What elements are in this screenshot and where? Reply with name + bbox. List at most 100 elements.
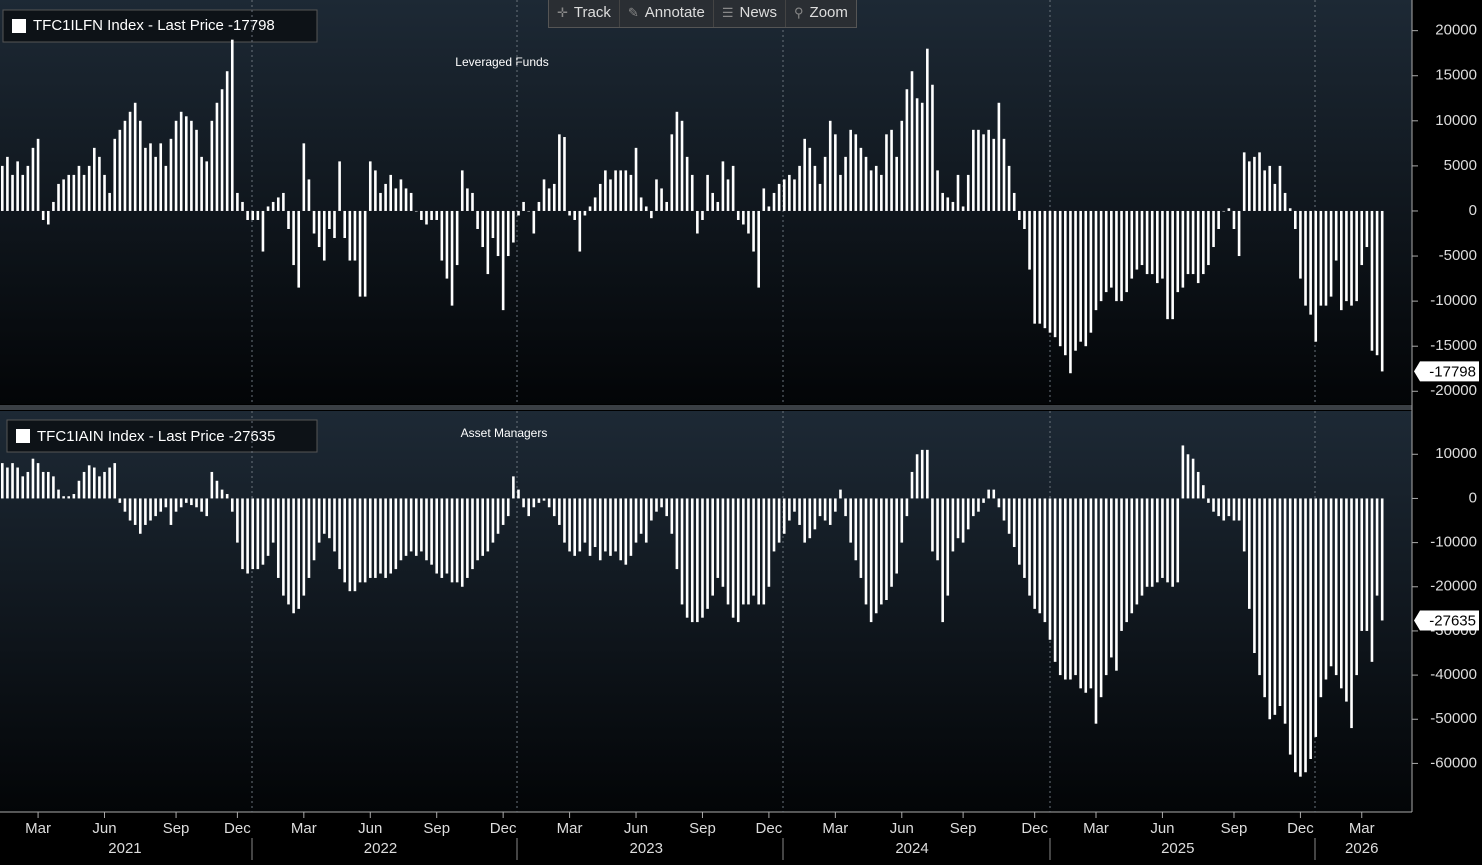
bar: [915, 98, 919, 211]
bar: [527, 498, 531, 517]
bar: [1217, 498, 1220, 517]
bar: [471, 192, 474, 211]
bar: [895, 498, 898, 574]
bar: [384, 183, 387, 211]
bar: [486, 210, 490, 275]
bar: [828, 498, 832, 525]
bar: [624, 170, 628, 211]
bar: [307, 498, 311, 578]
bar: [680, 120, 684, 211]
bar: [675, 498, 679, 570]
bar: [435, 498, 439, 574]
bar: [777, 183, 781, 211]
x-tick-label: Jun: [1150, 820, 1174, 837]
bar: [1329, 498, 1333, 667]
bar: [920, 449, 924, 499]
x-tick-label: Sep: [689, 820, 716, 837]
news-button[interactable]: ☰ News: [714, 0, 786, 27]
bar: [353, 498, 357, 592]
bar: [890, 498, 893, 587]
bar: [936, 170, 939, 211]
bar: [317, 498, 321, 543]
bar: [1023, 498, 1026, 578]
bar: [1156, 210, 1159, 284]
bar: [614, 170, 617, 211]
bar: [210, 120, 214, 211]
bar: [1018, 210, 1021, 220]
bar: [1161, 210, 1164, 279]
bar: [946, 498, 950, 596]
bar: [834, 134, 837, 211]
last-value-tag: [1414, 610, 1479, 631]
bar: [348, 210, 352, 261]
bar: [1074, 498, 1077, 676]
bar: [31, 458, 35, 499]
bar: [1166, 498, 1169, 583]
bar: [496, 210, 500, 257]
bar: [72, 494, 76, 499]
bar: [634, 147, 638, 211]
x-year-label: 2021: [108, 840, 141, 857]
bar: [1038, 498, 1042, 614]
bar: [655, 498, 658, 512]
bar: [527, 210, 531, 212]
bar: [1028, 498, 1031, 596]
bar: [987, 489, 990, 499]
bar: [864, 498, 868, 605]
bar: [701, 210, 704, 220]
x-year-label: 2025: [1161, 840, 1194, 857]
bar: [573, 210, 576, 220]
zoom-button[interactable]: ⚲ Zoom: [794, 4, 848, 21]
bar: [154, 156, 157, 211]
bar: [1227, 498, 1231, 517]
bar: [430, 498, 433, 565]
bar: [6, 156, 9, 211]
bar: [956, 498, 960, 539]
bar: [895, 156, 898, 211]
bar: [859, 147, 863, 211]
bar: [36, 463, 40, 499]
bar: [1186, 210, 1190, 275]
bar: [57, 183, 60, 211]
bar: [1355, 210, 1358, 302]
bar: [1299, 210, 1302, 279]
last-value-label: -27635: [1429, 612, 1476, 629]
track-button[interactable]: ✛ Track: [549, 0, 620, 27]
bar: [966, 498, 970, 530]
bar: [874, 165, 878, 211]
panel-subtitle: Leveraged Funds: [455, 55, 548, 69]
bar: [297, 498, 301, 609]
bar: [476, 498, 479, 561]
bar: [420, 210, 423, 220]
bar: [67, 174, 71, 211]
bar: [711, 498, 714, 596]
bar: [506, 498, 510, 517]
bar: [905, 89, 909, 211]
bar: [251, 498, 255, 570]
bar: [409, 192, 413, 211]
x-tick-label: Mar: [557, 820, 583, 837]
bar: [782, 179, 786, 211]
bar: [665, 498, 668, 517]
bar: [1033, 498, 1036, 609]
bar: [1253, 498, 1256, 654]
bar: [926, 48, 929, 211]
y-tick-label: -15000: [1430, 337, 1477, 354]
bar: [900, 498, 904, 543]
bar: [813, 165, 817, 211]
bar: [338, 161, 341, 211]
bar: [1212, 498, 1215, 512]
bar: [910, 71, 914, 211]
y-tick-label: 20000: [1435, 22, 1477, 39]
bar: [854, 134, 858, 211]
bar: [1248, 498, 1251, 609]
bar: [266, 498, 270, 556]
bar: [1340, 210, 1343, 311]
bar: [803, 498, 806, 543]
bar: [1171, 210, 1174, 320]
annotate-button[interactable]: ✎ Annotate: [620, 0, 714, 27]
bar: [961, 498, 965, 543]
bar: [1140, 498, 1144, 596]
bar: [1288, 208, 1292, 211]
